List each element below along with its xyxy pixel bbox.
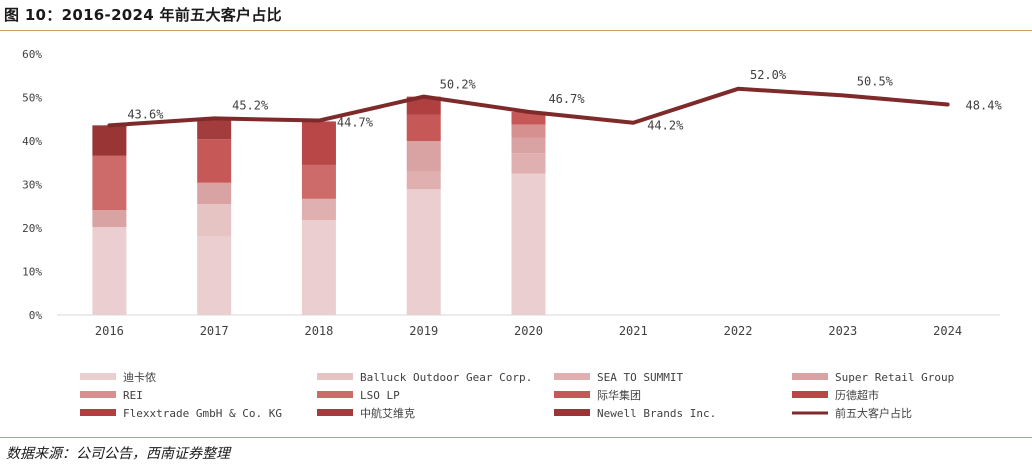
bar-stacks xyxy=(92,96,546,315)
bar-segment xyxy=(511,173,546,315)
bar-segment xyxy=(511,137,546,154)
bar-segment xyxy=(406,96,441,115)
legend-swatch xyxy=(317,373,353,380)
legend-swatch xyxy=(792,391,828,398)
figure-title: 图 10：2016-2024 年前五大客户占比 xyxy=(4,6,282,24)
bar-segment xyxy=(92,227,127,315)
legend-label: 际华集团 xyxy=(597,388,641,402)
legend-label: 前五大客户占比 xyxy=(835,406,912,420)
bar-segment xyxy=(92,155,127,211)
y-tick-label: 10% xyxy=(22,266,42,279)
bar-segment xyxy=(406,141,441,172)
y-tick-label: 20% xyxy=(22,222,42,235)
legend-swatch xyxy=(554,373,590,380)
line-data-label: 50.5% xyxy=(857,74,894,88)
line-data-label: 50.2% xyxy=(440,78,477,92)
bar-segment xyxy=(301,121,336,165)
legend-swatch xyxy=(792,373,828,380)
bar-segment xyxy=(92,210,127,228)
bar-segment xyxy=(511,124,546,138)
line-series-path xyxy=(107,86,950,128)
y-tick-label: 30% xyxy=(22,179,42,192)
bar-segment xyxy=(197,204,232,237)
source-note: 数据来源：公司公告，西南证券整理 xyxy=(6,446,230,462)
legend-label: Balluck Outdoor Gear Corp. xyxy=(360,371,532,384)
legend-swatch xyxy=(317,391,353,398)
y-axis: 0% 10% 20% 30% 40% 50% 60% xyxy=(22,48,42,322)
legend-swatch xyxy=(554,409,590,416)
top-divider xyxy=(0,30,1032,31)
legend-swatch xyxy=(80,373,116,380)
line-data-label: 44.7% xyxy=(337,116,374,130)
line-data-label: 43.6% xyxy=(127,107,164,121)
x-tick-label: 2019 xyxy=(409,324,438,338)
bar-segment xyxy=(301,220,336,315)
bar-segment xyxy=(92,125,127,156)
legend: 迪卡侬 Balluck Outdoor Gear Corp. SEA TO SUMM… xyxy=(80,371,954,420)
y-tick-label: 60% xyxy=(22,48,42,61)
x-tick-label: 2022 xyxy=(724,324,753,338)
line-data-label: 44.2% xyxy=(647,119,684,133)
x-tick-label: 2024 xyxy=(933,324,962,338)
bar-segment xyxy=(197,118,232,140)
bar-segment xyxy=(301,164,336,199)
legend-label: 中航艾维克 xyxy=(360,406,415,420)
y-tick-label: 0% xyxy=(29,309,43,322)
x-tick-label: 2017 xyxy=(200,324,229,338)
bar-segment xyxy=(406,189,441,315)
legend-label: LSO LP xyxy=(360,389,400,402)
line-data-label: 46.7% xyxy=(548,92,585,106)
x-tick-label: 2023 xyxy=(828,324,857,338)
x-tick-label: 2016 xyxy=(95,324,124,338)
line-data-label: 48.4% xyxy=(966,98,1003,112)
legend-label: REI xyxy=(123,389,143,402)
legend-swatch xyxy=(554,391,590,398)
x-tick-label: 2020 xyxy=(514,324,543,338)
bar-segment xyxy=(197,236,232,315)
x-tick-label: 2021 xyxy=(619,324,648,338)
bar-segment xyxy=(301,198,336,221)
bar-segment xyxy=(511,153,546,174)
x-tick-label: 2018 xyxy=(304,324,333,338)
legend-label: 迪卡侬 xyxy=(123,371,156,384)
y-tick-label: 40% xyxy=(22,135,42,148)
legend-label: SEA TO SUMMIT xyxy=(597,371,683,384)
line-series: 43.6% 45.2% 44.7% 50.2% 46.7% 44.2% 52.0% 50.5%… xyxy=(107,68,1003,133)
x-axis: 2016 2017 2018 2019 2020 2021 2022 2023 2024 xyxy=(57,314,1000,338)
stacked-bar-line-chart: 0% 10% 20% 30% 40% 50% 60% 2016 2017 2018 2019 202… xyxy=(22,48,1003,420)
legend-label: Newell Brands Inc. xyxy=(597,407,716,420)
legend-label: 历德超市 xyxy=(835,388,879,402)
legend-label: Flexxtrade GmbH & Co. KG xyxy=(123,407,282,420)
legend-swatch xyxy=(80,391,116,398)
line-data-label: 45.2% xyxy=(232,98,269,112)
bar-segment xyxy=(511,111,546,125)
bar-segment xyxy=(406,171,441,190)
bottom-divider xyxy=(0,437,1032,438)
legend-swatch xyxy=(80,409,116,416)
legend-swatch xyxy=(317,409,353,416)
legend-label: Super Retail Group xyxy=(835,371,954,384)
bar-segment xyxy=(197,182,232,205)
bar-segment xyxy=(197,139,232,183)
y-tick-label: 50% xyxy=(22,92,42,105)
line-data-label: 52.0% xyxy=(750,68,787,82)
bar-segment xyxy=(406,114,441,141)
